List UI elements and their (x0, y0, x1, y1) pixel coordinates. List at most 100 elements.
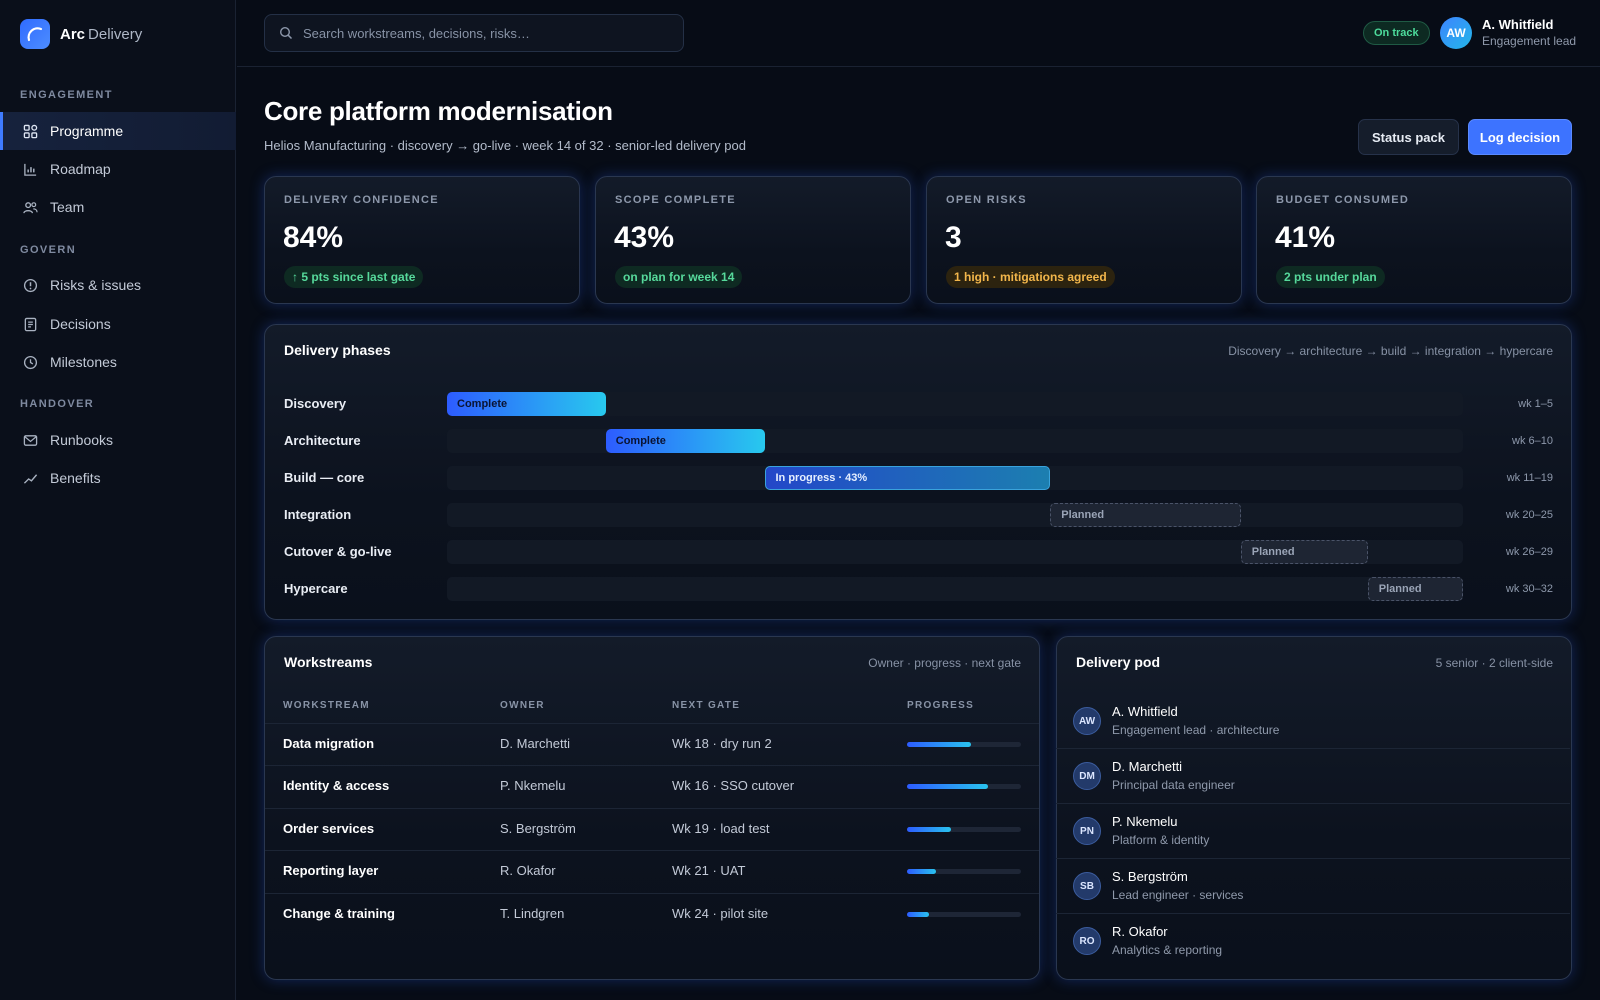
phase-track: Complete (447, 392, 1463, 416)
sidebar-item-roadmap[interactable]: Roadmap (0, 150, 236, 188)
phase-track: In progress · 43% (447, 466, 1463, 490)
pod-member-name: A. Whitfield (1112, 704, 1178, 719)
kpi-badge: ↑ 5 pts since last gate (284, 266, 424, 288)
phase-track: Planned (447, 577, 1463, 601)
phase-bar[interactable]: Planned (1050, 503, 1241, 527)
user-name[interactable]: A. Whitfield (1482, 17, 1554, 32)
workstreams-title: Workstreams (284, 654, 373, 670)
phase-bar[interactable]: Complete (605, 429, 765, 453)
pod-member[interactable]: RO R. Okafor Analytics & reporting (1056, 914, 1570, 969)
progress-bar (907, 784, 1021, 789)
pod-member[interactable]: PN P. Nkemelu Platform & identity (1056, 804, 1570, 859)
avatar: DM (1073, 762, 1101, 790)
sidebar-item-milestones[interactable]: Milestones (0, 343, 236, 381)
pod-meta: 5 senior · 2 client-side (1435, 656, 1553, 670)
nav-section-govern: GOVERN (20, 244, 77, 256)
sidebar-item-decisions[interactable]: Decisions (0, 305, 236, 343)
column-header-owner[interactable]: OWNER (500, 700, 545, 711)
brand-sub: Delivery (88, 25, 143, 43)
workstreams-meta: Owner · progress · next gate (868, 656, 1021, 670)
pod-member[interactable]: AW A. Whitfield Engagement lead · architec… (1056, 694, 1570, 749)
pod-member-name: D. Marchetti (1112, 759, 1183, 774)
nav-section-engagement: ENGAGEMENT (20, 89, 113, 101)
phases-meta: Discovery → architecture → build → integ… (1228, 344, 1553, 358)
workstream-next-gate: Wk 16 · SSO cutover (672, 778, 795, 793)
status-badge: On track (1363, 21, 1430, 45)
phase-bar[interactable]: Planned (1240, 540, 1368, 564)
sidebar-item-label: Decisions (50, 316, 111, 332)
sidebar-item-label: Roadmap (50, 161, 111, 177)
brand[interactable]: Arc Delivery (20, 19, 142, 49)
workstream-name[interactable]: Change & training (283, 906, 395, 921)
sidebar-item-programme[interactable]: Programme (0, 112, 236, 150)
page-title: Core platform modernisation (264, 96, 613, 126)
brand-text: Arc Delivery (60, 26, 142, 43)
phase-weeks: wk 1–5 (1518, 398, 1553, 410)
sidebar-item-label: Runbooks (50, 432, 114, 448)
kpi-badge: 2 pts under plan (1276, 266, 1385, 288)
kpi-badge: on plan for week 14 (615, 266, 743, 288)
row-divider (1056, 748, 1570, 749)
column-header-next-gate[interactable]: NEXT GATE (672, 700, 741, 711)
delivery-pod-card: Delivery pod 5 senior · 2 client-side (1056, 636, 1572, 980)
phase-bar[interactable]: Planned (1367, 577, 1463, 601)
workstream-owner: D. Marchetti (500, 736, 571, 751)
sidebar-item-team[interactable]: Team (0, 188, 236, 226)
workstream-name[interactable]: Identity & access (283, 778, 390, 793)
phase-label: Build — core (284, 470, 365, 485)
phase-weeks: wk 6–10 (1512, 435, 1553, 447)
clock-icon (23, 355, 38, 369)
workstream-name[interactable]: Order services (283, 821, 375, 836)
row-divider (265, 850, 1039, 851)
log-decision-button[interactable]: Log decision (1468, 119, 1572, 155)
pod-member-role: Lead engineer · services (1112, 888, 1244, 902)
pod-member-role: Platform & identity (1112, 833, 1210, 847)
phase-label: Integration (284, 507, 352, 522)
bar-chart-icon (24, 163, 37, 176)
kpi-badge: 1 high · mitigations agreed (946, 266, 1115, 288)
sidebar-item-label: Milestones (50, 354, 117, 370)
row-divider (265, 808, 1039, 809)
delivery-phases-card: Delivery phases Discovery → architecture… (264, 324, 1572, 620)
sidebar-item-risks-issues[interactable]: Risks & issues (0, 266, 236, 304)
progress-fill (907, 827, 952, 832)
kpi-label: OPEN RISKS (946, 194, 1027, 206)
pod-member-role: Analytics & reporting (1112, 943, 1223, 957)
mail-icon (23, 434, 38, 446)
workstream-name[interactable]: Reporting layer (283, 863, 379, 878)
workstream-next-gate: Wk 19 · load test (672, 821, 770, 836)
pod-member[interactable]: SB S. Bergström Lead engineer · services (1056, 859, 1570, 914)
progress-bar (907, 912, 1021, 917)
row-divider (265, 723, 1039, 724)
sidebar-item-runbooks[interactable]: Runbooks (0, 421, 236, 459)
avatar[interactable]: AW (1440, 17, 1472, 49)
phase-track: Planned (447, 540, 1463, 564)
kpi-value: 3 (945, 221, 962, 254)
avatar: SB (1073, 872, 1101, 900)
progress-bar (907, 869, 1021, 874)
phase-label: Cutover & go-live (284, 544, 392, 559)
sidebar-item-benefits[interactable]: Benefits (0, 459, 236, 497)
kpi-value: 84% (283, 221, 344, 254)
topbar: On track AW A. Whitfield Engagement lead (237, 0, 1600, 67)
pod-member-name: P. Nkemelu (1112, 814, 1178, 829)
progress-fill (907, 742, 971, 747)
kpi-card-scope-complete: SCOPE COMPLETE 43% on plan for week 14 (595, 176, 911, 304)
column-header-progress[interactable]: PROGRESS (907, 700, 975, 711)
phase-track: Planned (447, 503, 1463, 527)
pod-title: Delivery pod (1076, 654, 1161, 670)
workstream-name[interactable]: Data migration (283, 736, 375, 751)
progress-bar (907, 742, 1021, 747)
phase-bar[interactable]: Complete (447, 392, 606, 416)
kpi-value: 43% (614, 221, 675, 254)
status-pack-button[interactable]: Status pack (1358, 119, 1459, 155)
progress-bar (907, 827, 1021, 832)
pod-member[interactable]: DM D. Marchetti Principal data engineer (1056, 749, 1570, 804)
phase-bar[interactable]: In progress · 43% (764, 466, 1051, 490)
trend-icon (23, 473, 38, 484)
column-header-workstream[interactable]: WORKSTREAM (283, 700, 370, 711)
search-input[interactable] (303, 25, 663, 41)
kpi-label: DELIVERY CONFIDENCE (284, 194, 439, 206)
workstream-owner: R. Okafor (500, 863, 556, 878)
search-box[interactable] (264, 14, 684, 52)
